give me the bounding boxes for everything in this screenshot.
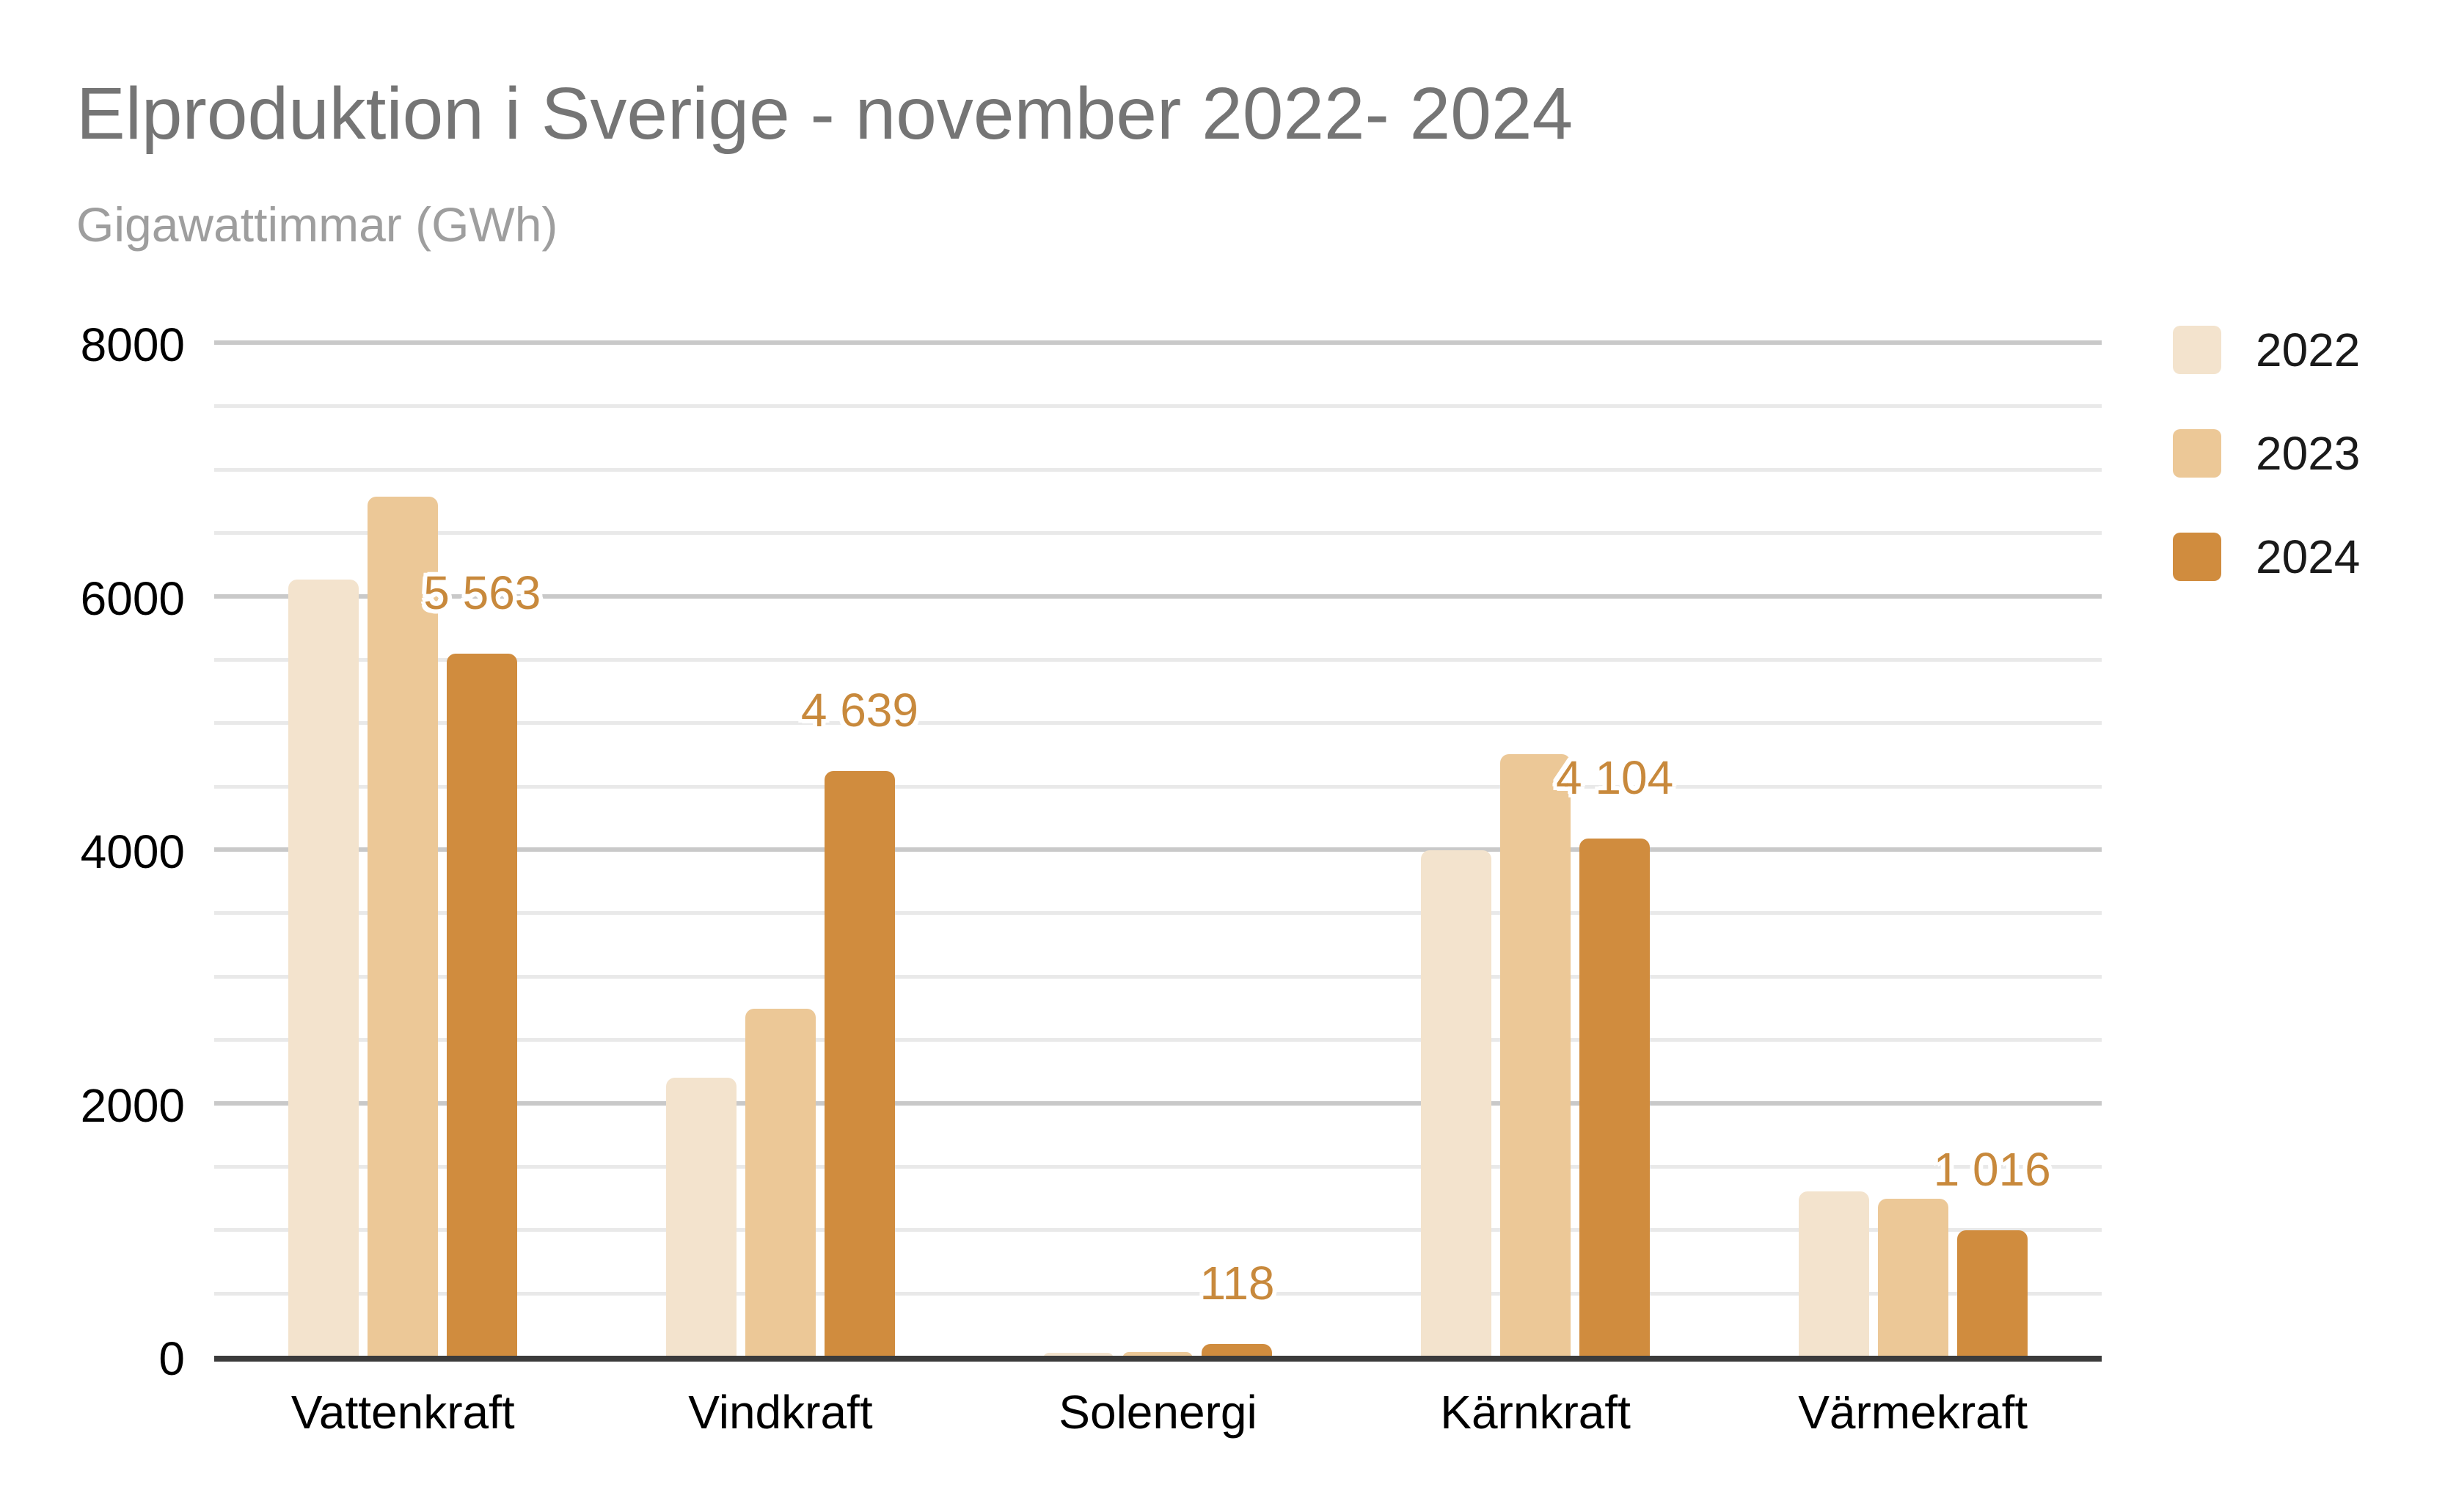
bar-2024-vattenkraft[interactable]: 5 563	[423, 566, 541, 1359]
gridline-major	[214, 340, 2102, 345]
legend-swatch-2024	[2173, 533, 2221, 581]
y-tick-8000: 8000	[80, 318, 185, 371]
gridline	[214, 1228, 2102, 1232]
bar-2022-varmekraft[interactable]	[1798, 1191, 1869, 1359]
bar-2024-varmekraft[interactable]: 1 016	[1934, 1143, 2051, 1359]
gridline	[214, 974, 2102, 979]
bar-2023-vattenkraft[interactable]	[368, 497, 439, 1359]
x-label-solenergi: Solenergi	[1059, 1386, 1257, 1439]
data-label-2024-varmekraft: 1 016	[1933, 1142, 2051, 1196]
x-axis-line	[214, 1356, 2102, 1362]
legend: 2022 2023 2024	[2173, 323, 2360, 584]
bar-2022-vattenkraft[interactable]	[288, 579, 359, 1359]
chart-title: Elproduktion i Sverige - november 2022- …	[76, 73, 1574, 155]
bar-group-vattenkraft: 5 563	[288, 345, 541, 1359]
y-tick-6000: 6000	[80, 571, 185, 625]
legend-label-2023: 2023	[2256, 427, 2361, 480]
bar-2022-karnkraft[interactable]	[1421, 850, 1492, 1359]
legend-swatch-2023	[2173, 429, 2221, 478]
bar-group-vindkraft: 4 639	[665, 345, 918, 1359]
legend-swatch-2022	[2173, 326, 2221, 374]
data-label-2024-vattenkraft: 5 563	[423, 566, 541, 619]
slot-solenergi: 118	[969, 345, 1347, 1359]
y-tick-2000: 2000	[80, 1078, 185, 1132]
gridline	[214, 784, 2102, 789]
legend-item-2023[interactable]: 2023	[2173, 426, 2360, 481]
bar-groups: 5 563 4 639 118	[214, 345, 2102, 1359]
plot-area: 5 563 4 639 118	[214, 340, 2102, 1362]
gridline	[214, 657, 2102, 662]
bar-group-solenergi: 118	[1043, 345, 1275, 1359]
slot-vattenkraft: 5 563	[214, 345, 592, 1359]
bar-2024-vindkraft[interactable]: 4 639	[801, 684, 918, 1359]
x-label-varmekraft: Värmekraft	[1798, 1386, 2028, 1439]
gridline	[214, 531, 2102, 536]
gridline-major	[214, 594, 2102, 599]
bar-2023-vindkraft[interactable]	[745, 1009, 816, 1359]
bar-group-varmekraft: 1 016	[1798, 345, 2051, 1359]
bar-2024-karnkraft[interactable]: 4 104	[1556, 751, 1673, 1359]
bar-2023-solenergi[interactable]	[1122, 1351, 1194, 1359]
bar-2023-varmekraft[interactable]	[1877, 1199, 1948, 1359]
legend-label-2024: 2024	[2256, 530, 2361, 583]
y-tick-4000: 4000	[80, 825, 185, 878]
legend-item-2022[interactable]: 2022	[2173, 323, 2360, 377]
gridline	[214, 404, 2102, 409]
y-axis: 0 2000 4000 6000 8000	[29, 318, 185, 1385]
data-label-2024-karnkraft: 4 104	[1556, 751, 1674, 805]
legend-item-2024[interactable]: 2024	[2173, 530, 2360, 584]
bar-2023-karnkraft[interactable]	[1500, 753, 1571, 1359]
gridline	[214, 1291, 2102, 1296]
gridline	[214, 1038, 2102, 1042]
gridline	[214, 721, 2102, 726]
x-label-vindkraft: Vindkraft	[688, 1386, 873, 1439]
gridline	[214, 1164, 2102, 1169]
bar-2024-solenergi[interactable]: 118	[1199, 1257, 1275, 1359]
bar-group-karnkraft: 4 104	[1421, 345, 1673, 1359]
data-label-2024-solenergi: 118	[1199, 1256, 1275, 1310]
x-label-karnkraft: Kärnkraft	[1440, 1386, 1631, 1439]
data-label-2024-vindkraft: 4 639	[800, 683, 918, 737]
x-label-vattenkraft: Vattenkraft	[290, 1386, 515, 1439]
legend-label-2022: 2022	[2256, 324, 2361, 376]
gridline	[214, 467, 2102, 472]
slot-karnkraft: 4 104	[1347, 345, 1725, 1359]
chart-subtitle: Gigawattimmar (GWh)	[76, 197, 558, 252]
gridline	[214, 911, 2102, 916]
y-tick-0: 0	[158, 1332, 185, 1385]
slot-vindkraft: 4 639	[592, 345, 970, 1359]
x-axis-labels: Vattenkraft Vindkraft Solenergi Kärnkraf…	[214, 1385, 2102, 1439]
bar-2022-vindkraft[interactable]	[665, 1077, 737, 1359]
gridline-major	[214, 1100, 2102, 1106]
gridline-major	[214, 847, 2102, 852]
slot-varmekraft: 1 016	[1724, 345, 2102, 1359]
